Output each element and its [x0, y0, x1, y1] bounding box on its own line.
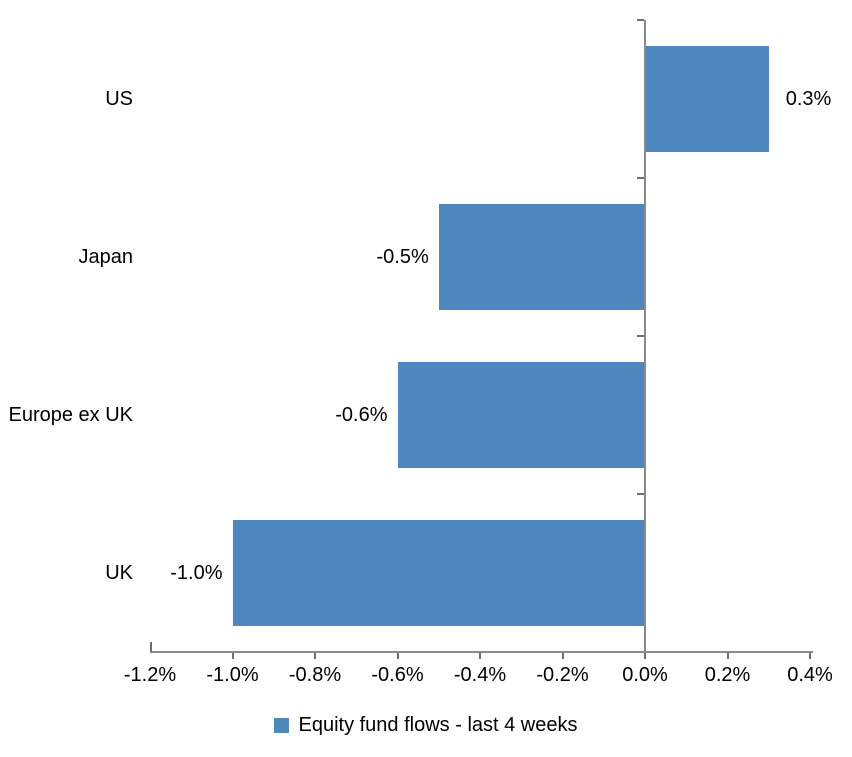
bar-us [645, 46, 769, 152]
data-label: -1.0% [170, 562, 223, 584]
x-axis-tick [231, 653, 234, 659]
data-label: -0.5% [376, 246, 429, 268]
x-axis-tick-label: -1.0% [206, 664, 259, 686]
category-label: Japan [78, 246, 134, 268]
category-tick [637, 177, 644, 179]
x-axis-left-end-cap [150, 642, 152, 652]
value-axis-line [644, 20, 646, 652]
x-axis-tick [726, 653, 729, 659]
category-label: US [105, 88, 133, 110]
legend: Equity fund flows - last 4 weeks [0, 714, 852, 737]
x-axis-tick-label: -0.2% [536, 664, 589, 686]
bar-japan [438, 204, 645, 310]
x-axis-tick [644, 653, 646, 659]
x-axis-tick [314, 653, 316, 659]
x-axis-line [150, 651, 813, 653]
category-tick [637, 335, 644, 337]
x-axis-tick-label: -0.8% [288, 664, 342, 686]
data-label: -0.6% [335, 404, 388, 426]
legend-label: Equity fund flows - last 4 weeks [298, 714, 578, 736]
data-label: 0.3% [785, 88, 832, 110]
x-axis-tick [809, 653, 811, 659]
x-axis-tick [479, 653, 481, 659]
x-axis-tick-label: -0.6% [371, 664, 424, 686]
x-axis-tick-label: 0.2% [704, 664, 751, 686]
x-axis-tick-label: -1.2% [123, 664, 177, 686]
category-label: Europe ex UK [8, 404, 133, 426]
x-axis-tick [396, 653, 399, 659]
x-axis-tick-label: 0.0% [622, 664, 668, 686]
x-axis-tick-label: 0.4% [787, 664, 833, 686]
legend-color-swatch [274, 718, 290, 733]
category-label: UK [105, 562, 133, 584]
category-tick [637, 19, 644, 21]
bar-uk [232, 520, 645, 626]
x-axis-tick [561, 653, 564, 659]
category-tick [637, 493, 644, 495]
bar-europe-ex-uk [397, 362, 645, 468]
x-axis-tick-label: -0.4% [453, 664, 507, 686]
